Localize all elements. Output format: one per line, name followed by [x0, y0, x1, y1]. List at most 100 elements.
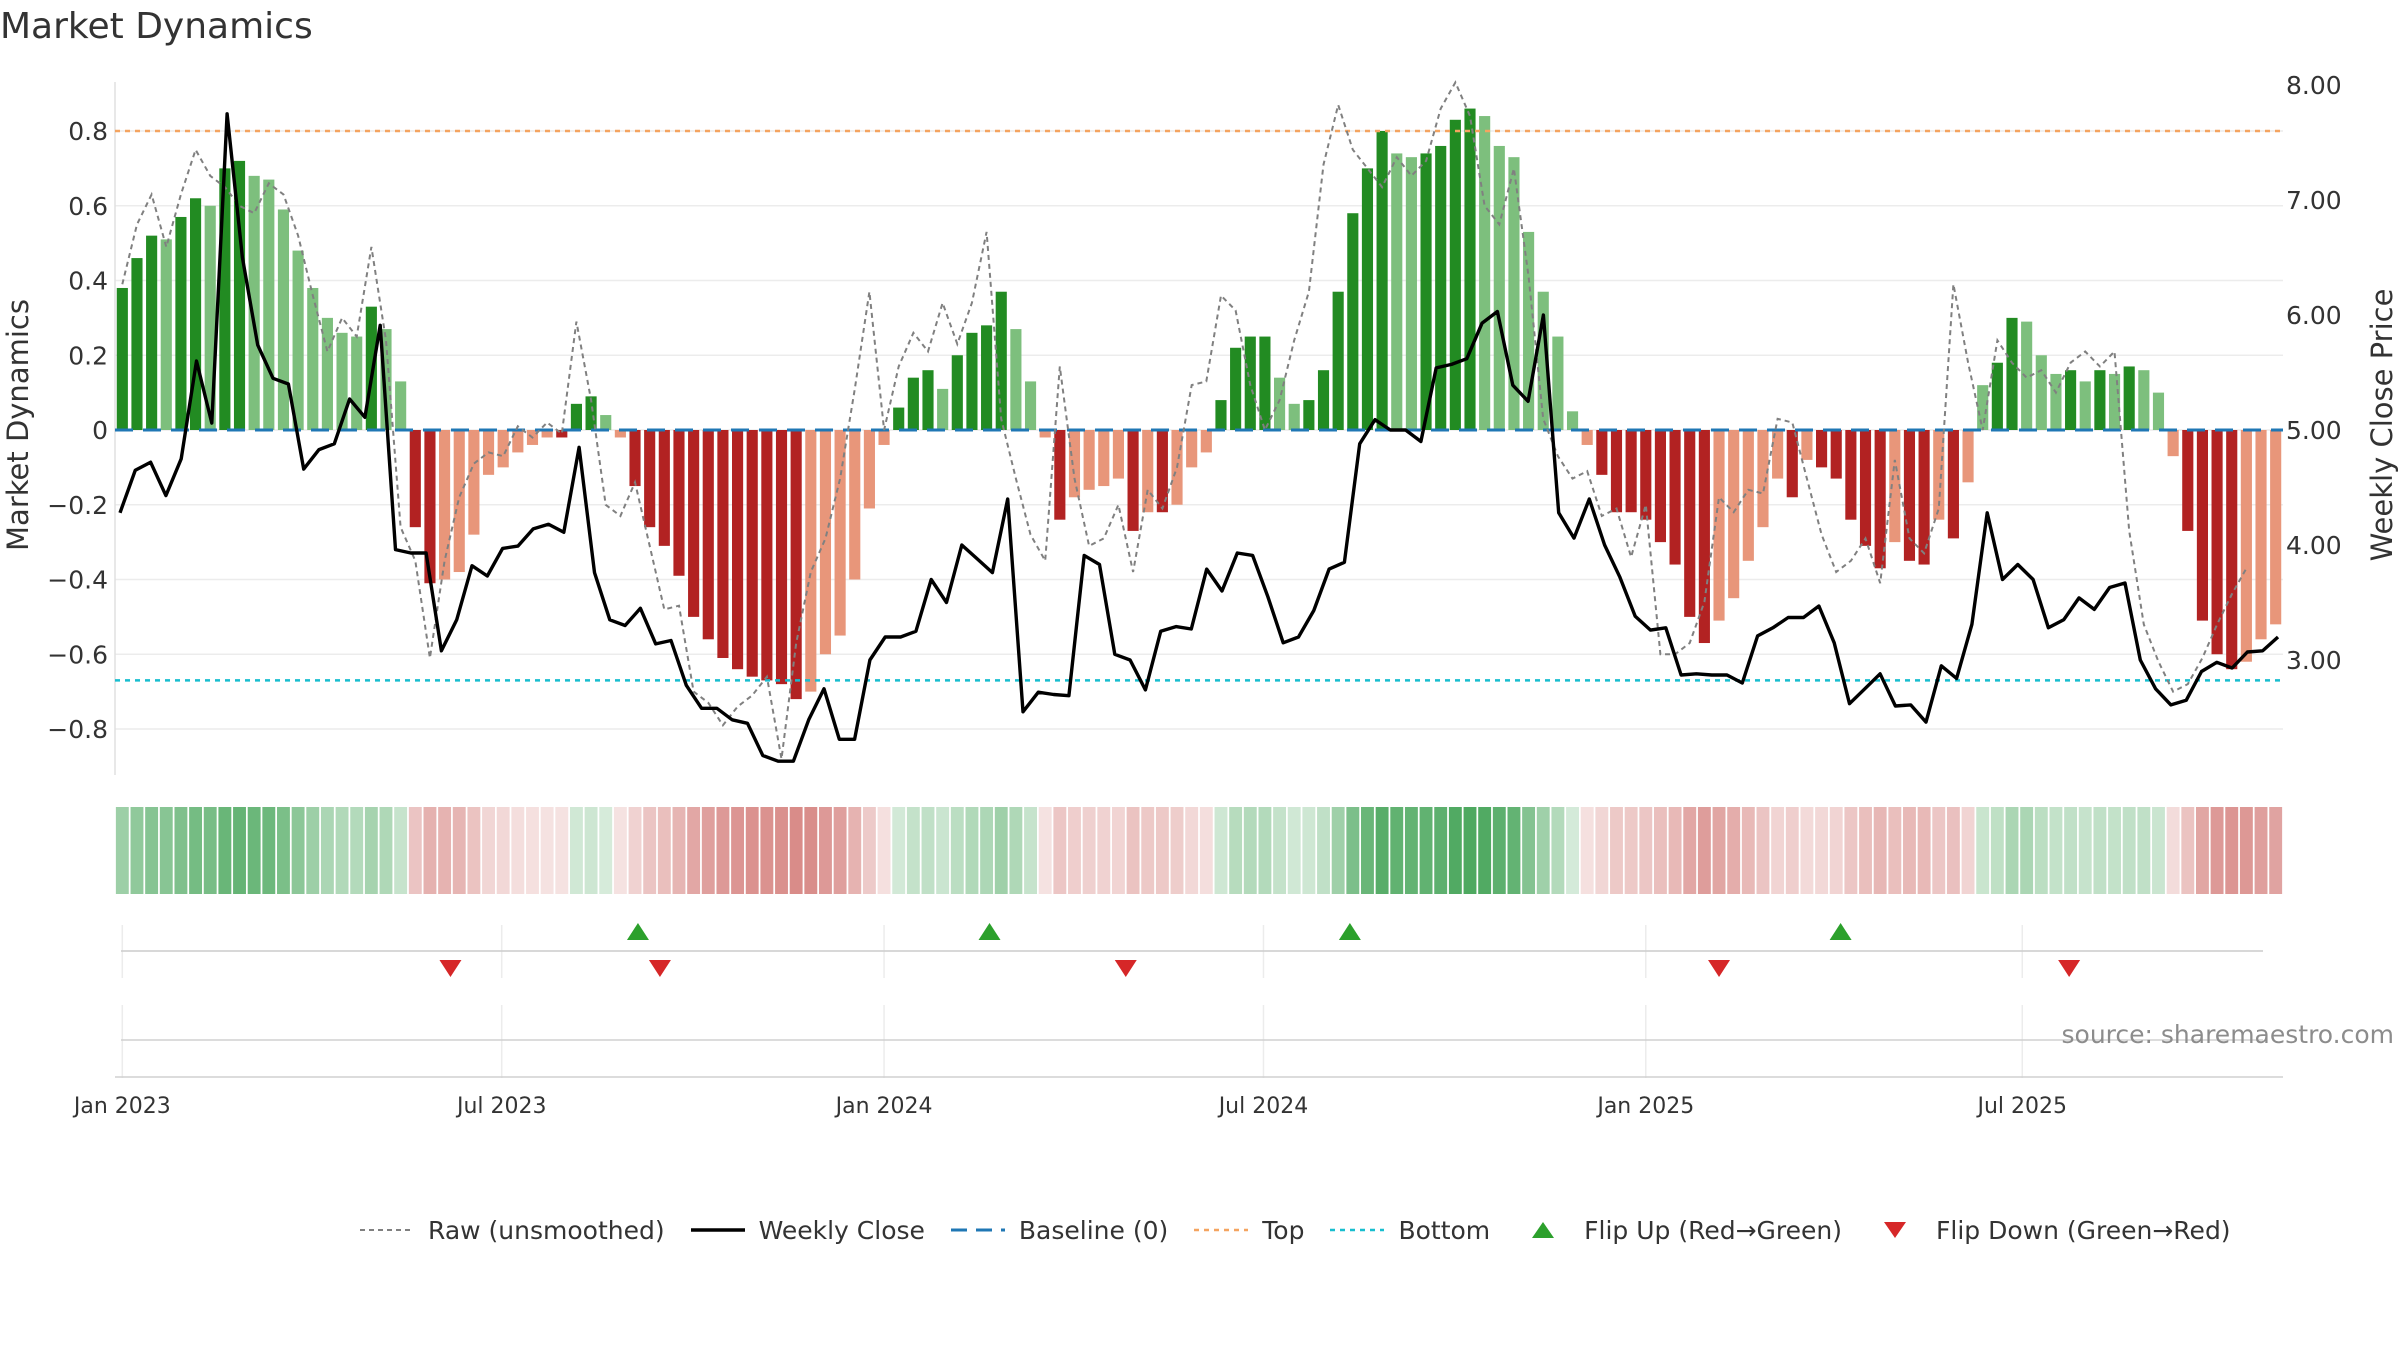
- dynamics-bar: [1757, 430, 1769, 528]
- y-tick-label-right: 7.00: [2286, 186, 2342, 215]
- heat-strip-cell: [320, 807, 334, 894]
- dynamics-bar: [1537, 291, 1549, 430]
- dynamics-bar: [717, 430, 729, 658]
- heat-strip-cell: [775, 807, 788, 894]
- dynamics-bar: [1581, 430, 1593, 445]
- legend-label: Baseline (0): [1018, 1215, 1169, 1245]
- dynamics-bar: [1684, 430, 1696, 617]
- dynamics-bar: [307, 287, 319, 430]
- dynamics-bar: [1596, 430, 1608, 475]
- dynamics-bar: [190, 198, 202, 430]
- dynamics-bar: [2006, 317, 2018, 430]
- dynamics-bar: [1728, 430, 1740, 599]
- heat-strip-cell: [1375, 807, 1389, 894]
- heat-strip-cell: [1888, 807, 1902, 894]
- heat-strip-cell: [687, 807, 701, 894]
- heat-strip-cell: [1741, 807, 1755, 894]
- heat-strip-cell: [1111, 807, 1125, 894]
- dynamics-bar: [907, 377, 919, 430]
- heat-strip-cell: [701, 807, 715, 894]
- heat-strip-cell: [1653, 807, 1667, 894]
- dynamics-bar: [1215, 400, 1227, 430]
- heat-strip-cell: [1946, 807, 1960, 894]
- dynamics-bar: [1830, 430, 1842, 479]
- dynamics-bar: [1098, 430, 1110, 487]
- dynamics-bar: [1347, 213, 1359, 430]
- flip-down-marker: [2058, 960, 2081, 977]
- dynamics-bar: [1552, 336, 1564, 430]
- heat-strip-cell: [1302, 807, 1316, 894]
- heat-strip-cell: [1844, 807, 1858, 894]
- dynamics-bar: [556, 430, 568, 438]
- heat-strip-cell: [233, 807, 246, 894]
- heat-strip-cell: [2166, 807, 2180, 894]
- dynamics-bar: [570, 403, 582, 430]
- y-axis-label-right: Weekly Close Price: [2365, 288, 2399, 562]
- flip-up-marker: [1829, 923, 1852, 940]
- dynamics-bar: [1230, 347, 1242, 430]
- heat-strip-cell: [174, 807, 188, 894]
- dynamics-bar: [2182, 430, 2194, 531]
- dynamics-bar: [1010, 329, 1022, 430]
- heat-strip-cell: [2152, 807, 2165, 894]
- heat-strip-cell: [950, 807, 964, 894]
- flip-up-marker: [626, 923, 649, 940]
- dynamics-bar: [1962, 430, 1974, 483]
- dynamics-bar: [2123, 366, 2135, 430]
- heat-strip-cell: [2020, 807, 2034, 894]
- dynamics-bar: [395, 381, 407, 430]
- dynamics-bar: [981, 325, 993, 430]
- heat-strip-cell: [760, 807, 774, 894]
- heat-strip-cell: [350, 807, 364, 894]
- dynamics-bar: [219, 168, 231, 430]
- dynamics-bar: [1991, 362, 2003, 430]
- dynamics-bar: [732, 430, 744, 670]
- dynamics-bar: [805, 430, 817, 692]
- heat-strip-cell: [1419, 807, 1433, 894]
- heat-strip-cell: [892, 807, 906, 894]
- legend-swatch-bottom: [1330, 1228, 1385, 1232]
- y-tick-label-left: 0: [92, 416, 108, 445]
- heat-strip-cell: [1331, 807, 1345, 894]
- flip-down-marker: [1114, 960, 1137, 977]
- dynamics-bar: [1449, 119, 1461, 430]
- heat-strip-cell: [921, 807, 935, 894]
- heat-strip-cell: [1859, 807, 1872, 894]
- heat-strip-cell: [1624, 807, 1638, 894]
- heat-strip-cell: [789, 807, 803, 894]
- dynamics-bar: [1361, 168, 1374, 430]
- dynamics-bar: [409, 430, 421, 528]
- heat-strip-cell: [2269, 807, 2283, 894]
- dynamics-bar: [1801, 430, 1813, 460]
- dynamics-bar: [1786, 430, 1798, 498]
- dynamics-bar: [893, 407, 905, 430]
- heat-strip-cell: [833, 807, 847, 894]
- dynamics-bar: [761, 430, 773, 681]
- heat-strip-cell: [1771, 807, 1785, 894]
- heat-strip-cell: [1243, 807, 1257, 894]
- heat-strip-cell: [2225, 807, 2239, 894]
- dynamics-bar: [658, 430, 670, 546]
- dynamics-bar: [2108, 373, 2121, 430]
- heat-strip-cell: [980, 807, 994, 894]
- heat-strip-cell: [1258, 807, 1272, 894]
- dynamics-bar: [277, 209, 290, 430]
- dynamics-bar: [1640, 430, 1652, 520]
- heat-strip-cell: [599, 807, 613, 894]
- dynamics-bar: [160, 239, 172, 430]
- heat-strip-cell: [2093, 807, 2107, 894]
- dynamics-bar: [585, 396, 597, 430]
- heat-strip-cell: [1756, 807, 1770, 894]
- dynamics-bar: [2094, 370, 2106, 430]
- heat-strip-cell: [643, 807, 657, 894]
- legend-item: Flip Up (Red→Green): [1514, 1216, 1842, 1245]
- heat-strip-cell: [2239, 807, 2253, 894]
- heat-strip-cell: [1639, 807, 1653, 894]
- x-tick-label: Jan 2023: [72, 1094, 171, 1119]
- heat-strip-cell: [159, 807, 173, 894]
- y-tick-label-right: 6.00: [2286, 301, 2342, 330]
- y-tick-label-right: 5.00: [2286, 416, 2342, 445]
- dynamics-bar: [131, 258, 143, 430]
- dynamics-bar: [351, 336, 363, 430]
